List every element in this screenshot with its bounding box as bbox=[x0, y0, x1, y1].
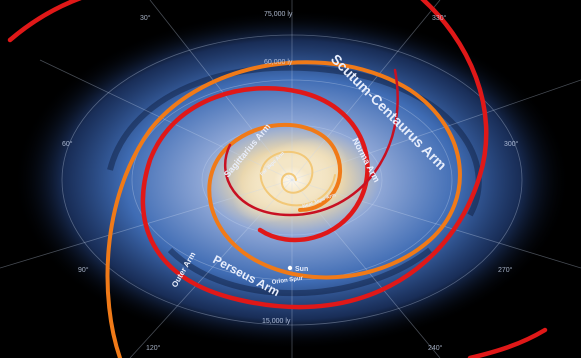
distance-label-15000: 15,000 ly bbox=[262, 318, 291, 325]
arm-label-orion-spur: Orion Spur bbox=[271, 276, 304, 286]
inner-red-spiral bbox=[224, 68, 399, 217]
outer-red-spiral-tail bbox=[467, 327, 548, 358]
angle-label-330: 330° bbox=[432, 14, 447, 22]
distance-label-60000: 60,000 ly bbox=[264, 59, 293, 66]
dust-lanes bbox=[107, 64, 482, 297]
angle-label-90: 90° bbox=[78, 266, 89, 274]
angle-label-120: 120° bbox=[146, 344, 161, 352]
sun-marker bbox=[287, 265, 293, 271]
angle-label-270: 270° bbox=[498, 266, 513, 274]
angle-label-60: 60° bbox=[62, 140, 73, 148]
angle-label-30: 30° bbox=[140, 14, 151, 22]
distance-label-75000: 75,000 ly bbox=[264, 11, 293, 18]
inner-pale-spiral bbox=[259, 150, 336, 207]
angle-label-240: 240° bbox=[428, 344, 443, 352]
angle-label-300: 300° bbox=[504, 140, 519, 148]
sun-label: Sun bbox=[295, 266, 308, 273]
orange-spiral bbox=[105, 60, 462, 358]
